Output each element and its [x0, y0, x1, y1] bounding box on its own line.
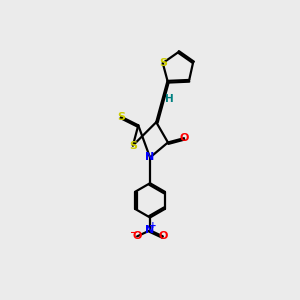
Text: S: S [159, 58, 167, 68]
Text: O: O [133, 231, 142, 242]
Text: N: N [146, 225, 154, 236]
Text: −: − [129, 228, 136, 237]
Text: +: + [149, 221, 157, 230]
Text: O: O [158, 231, 167, 242]
Text: S: S [129, 140, 137, 151]
Text: H: H [165, 94, 174, 104]
Text: N: N [146, 152, 154, 163]
Text: O: O [179, 133, 189, 143]
Text: S: S [117, 112, 125, 122]
